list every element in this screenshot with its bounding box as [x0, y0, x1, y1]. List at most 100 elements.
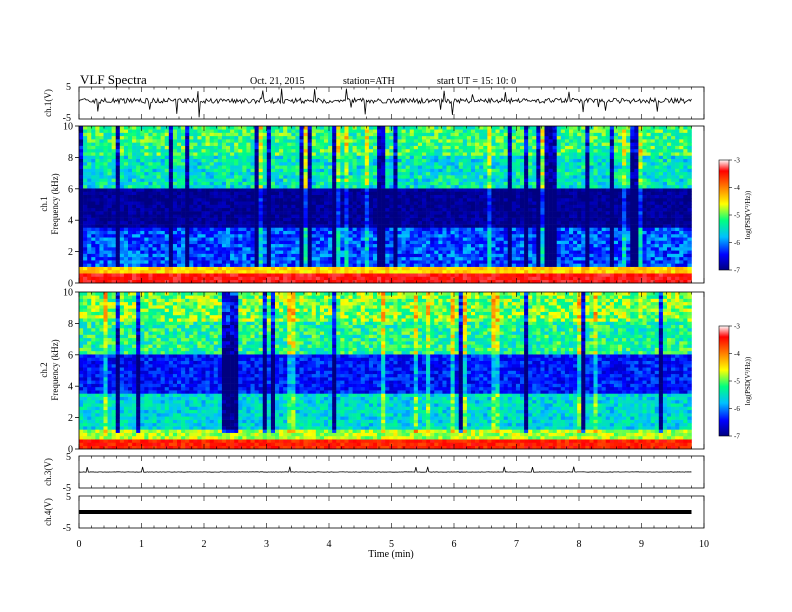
spectrogram-cell	[279, 145, 284, 150]
spectrogram-cell	[303, 276, 308, 281]
spectrogram-cell	[107, 240, 112, 245]
spectrogram-cell	[83, 145, 88, 150]
spectrogram-cell	[413, 171, 419, 176]
spectrogram-cell	[168, 247, 174, 251]
spectrogram-cell	[364, 263, 370, 267]
spectrogram-cell	[450, 220, 455, 225]
spectrogram-cell	[499, 253, 504, 258]
spectrogram-cell	[385, 217, 390, 222]
spectrogram-cell	[205, 184, 210, 189]
spectrogram-cell	[270, 201, 276, 205]
spectrogram-cell	[352, 243, 357, 248]
spectrogram-cell	[356, 273, 362, 277]
spectrogram-cell	[123, 139, 129, 143]
spectrogram-cell	[479, 191, 484, 195]
spectrogram-cell	[270, 243, 276, 248]
spectrogram-cell	[148, 220, 153, 225]
spectrogram-cell	[348, 207, 353, 212]
spectrogram-cell	[115, 158, 121, 163]
spectrogram-cell	[226, 237, 231, 241]
spectrogram-cell	[495, 165, 500, 169]
spectrogram-cell	[213, 269, 219, 274]
spectrogram-cell	[270, 266, 276, 271]
spectrogram-cell	[234, 220, 239, 225]
spectrogram-cell	[148, 211, 153, 215]
spectrogram-cell	[442, 273, 447, 277]
spectrogram-cell	[164, 135, 170, 140]
spectrogram-cell	[201, 148, 206, 153]
spectrogram-cell	[471, 175, 476, 179]
spectrogram-cell	[258, 158, 264, 163]
spectrogram-cell	[311, 158, 317, 163]
spectrogram-cell	[446, 135, 451, 140]
spectrogram-cell	[205, 191, 210, 195]
spectrogram-cell	[344, 269, 349, 274]
spectrogram-cell	[99, 214, 104, 218]
spectrogram-cell	[103, 194, 108, 199]
spectrogram-cell	[368, 211, 374, 215]
spectrogram-cell	[95, 155, 100, 160]
spectrogram-cell	[275, 207, 280, 212]
spectrogram-cell	[422, 158, 427, 163]
spectrogram-cell	[160, 158, 166, 163]
spectrogram-cell	[172, 201, 178, 205]
spectrogram-cell	[315, 132, 321, 137]
spectrogram-cell	[123, 220, 129, 225]
spectrogram-cell	[209, 201, 215, 205]
spectrogram-cell	[458, 201, 464, 205]
spectrogram-cell	[140, 250, 145, 254]
spectrogram-cell	[471, 263, 476, 267]
spectrogram-cell	[364, 214, 370, 218]
spectrogram-cell	[242, 250, 247, 254]
spectrogram-cell	[156, 233, 161, 238]
spectrogram-cell	[123, 250, 129, 254]
spectrogram-cell	[319, 266, 325, 271]
spectrogram-cell	[413, 145, 419, 150]
spectrogram-cell	[499, 155, 504, 160]
spectrogram-cell	[99, 273, 104, 277]
spectrogram-cell	[87, 152, 92, 156]
spectrogram-cell	[136, 266, 141, 271]
spectrogram-cell	[152, 233, 157, 238]
spectrogram-cell	[217, 194, 223, 199]
spectrogram-cell	[319, 279, 325, 284]
spectrogram-cell	[270, 191, 276, 195]
spectrogram-cell	[83, 197, 88, 202]
spectrogram-cell	[466, 266, 472, 271]
spectrogram-cell	[136, 224, 141, 228]
spectrogram-cell	[111, 126, 117, 130]
spectrogram-cell	[450, 211, 455, 215]
spectrogram-cell	[471, 273, 476, 277]
spectrogram-cell	[405, 227, 411, 231]
spectrogram-cell	[483, 126, 488, 130]
spectrogram-cell	[495, 204, 500, 209]
spectrogram-cell	[475, 266, 480, 271]
spectrogram-cell	[426, 253, 431, 258]
spectrogram-cell	[156, 243, 161, 248]
spectrogram-cell	[438, 168, 443, 173]
spectrogram-cell	[95, 161, 100, 166]
spectrogram-cell	[328, 178, 333, 182]
spectrogram-cell	[417, 233, 423, 238]
spectrogram-cell	[413, 201, 419, 205]
spectrogram-cell	[475, 139, 480, 143]
spectrogram-cell	[99, 191, 104, 195]
spectrogram-cell	[103, 129, 108, 133]
spectrogram-cell	[213, 211, 219, 215]
spectrogram-cell	[356, 260, 362, 264]
spectrogram-cell	[140, 256, 145, 261]
spectrogram-cell	[209, 197, 215, 202]
spectrogram-cell	[434, 220, 439, 225]
spectrogram-cell	[405, 263, 411, 267]
spectrogram-cell	[287, 253, 292, 258]
spectrogram-cell	[168, 266, 174, 271]
spectrogram-cell	[83, 171, 88, 176]
spectrogram-cell	[283, 217, 288, 222]
spectrogram-cell	[189, 178, 194, 182]
spectrogram-cell	[262, 269, 268, 274]
spectrogram-cell	[360, 279, 366, 284]
spectrogram-cell	[230, 142, 235, 146]
spectrogram-cell	[385, 197, 390, 202]
spectrogram-cell	[401, 191, 406, 195]
spectrogram-cell	[107, 171, 112, 176]
